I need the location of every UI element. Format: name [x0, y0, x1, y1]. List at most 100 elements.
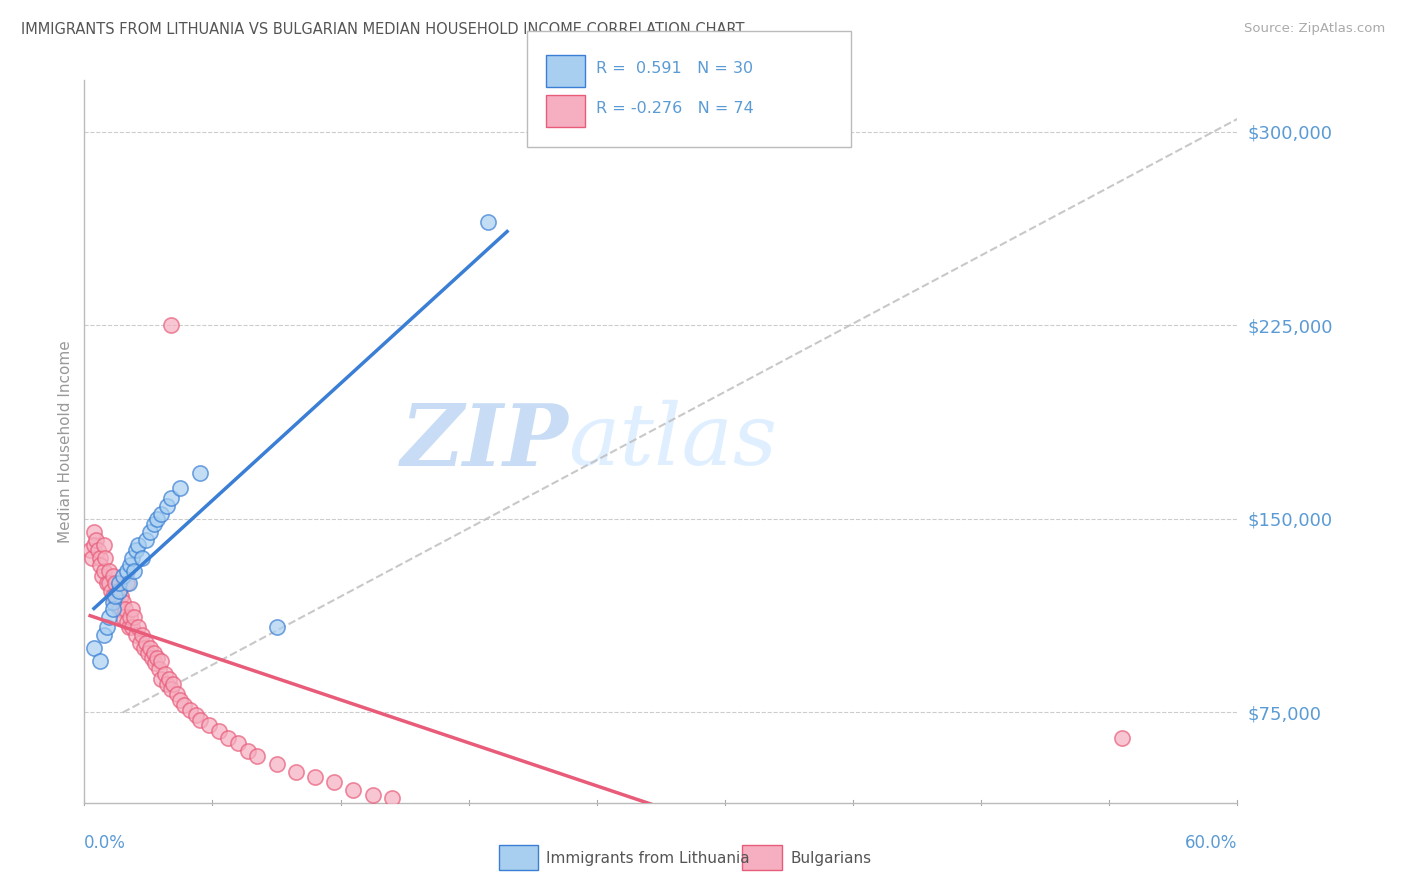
Point: [266, 757, 288, 772]
Point: [90, 568, 112, 582]
Point: [125, 542, 148, 557]
Point: [160, 318, 183, 333]
Text: 0.0%: 0.0%: [84, 834, 127, 852]
Point: [138, 640, 160, 655]
Point: [93, 564, 115, 578]
Point: [96, 576, 118, 591]
Point: [162, 677, 184, 691]
Point: [173, 698, 195, 712]
Point: [121, 602, 143, 616]
Text: Immigrants from Lithuania: Immigrants from Lithuania: [546, 851, 749, 865]
Point: [226, 736, 249, 750]
Point: [166, 687, 188, 701]
Point: [156, 499, 179, 513]
Point: [146, 651, 169, 665]
Point: [120, 558, 142, 573]
Point: [138, 524, 160, 539]
Point: [104, 576, 127, 591]
Point: [96, 620, 118, 634]
Point: [93, 538, 115, 552]
Point: [218, 731, 240, 746]
Point: [129, 636, 152, 650]
Point: [284, 764, 307, 779]
Point: [114, 602, 136, 616]
Point: [124, 564, 146, 578]
Point: [83, 538, 105, 552]
Point: [117, 576, 139, 591]
Point: [108, 584, 131, 599]
Point: [94, 550, 117, 565]
Point: [80, 550, 103, 565]
Text: ZIP: ZIP: [401, 400, 568, 483]
Point: [117, 620, 139, 634]
Point: [125, 628, 148, 642]
Point: [246, 749, 269, 764]
Point: [93, 628, 115, 642]
Point: [108, 602, 131, 616]
Point: [198, 718, 221, 732]
Point: [381, 790, 404, 805]
Point: [148, 662, 170, 676]
Point: [142, 646, 165, 660]
Point: [142, 517, 165, 532]
Text: 60.0%: 60.0%: [1185, 834, 1237, 852]
Point: [127, 538, 149, 552]
Point: [477, 215, 499, 229]
Point: [115, 576, 138, 591]
Point: [208, 723, 231, 738]
Text: Bulgarians: Bulgarians: [790, 851, 872, 865]
Point: [236, 744, 259, 758]
Point: [104, 590, 127, 604]
Point: [115, 615, 138, 630]
Point: [304, 770, 326, 784]
Point: [124, 610, 146, 624]
Point: [131, 628, 153, 642]
Text: atlas: atlas: [568, 401, 778, 483]
Point: [131, 550, 153, 565]
Point: [160, 682, 183, 697]
Point: [157, 672, 180, 686]
Point: [103, 602, 124, 616]
Point: [121, 550, 143, 565]
Point: [135, 636, 157, 650]
Point: [108, 584, 131, 599]
Point: [1111, 731, 1133, 746]
Point: [98, 576, 121, 591]
Point: [141, 651, 163, 665]
Point: [103, 568, 124, 582]
Point: [146, 512, 169, 526]
Text: IMMIGRANTS FROM LITHUANIA VS BULGARIAN MEDIAN HOUSEHOLD INCOME CORRELATION CHART: IMMIGRANTS FROM LITHUANIA VS BULGARIAN M…: [21, 22, 745, 37]
Point: [135, 533, 157, 547]
Point: [103, 594, 124, 608]
Point: [188, 713, 211, 727]
Text: R =  0.591   N = 30: R = 0.591 N = 30: [596, 62, 754, 76]
Point: [79, 542, 101, 557]
Point: [160, 491, 183, 506]
Point: [98, 564, 121, 578]
Point: [115, 564, 138, 578]
Point: [110, 590, 132, 604]
Point: [105, 594, 128, 608]
Point: [89, 654, 111, 668]
Point: [179, 703, 201, 717]
Point: [153, 666, 176, 681]
Y-axis label: Median Household Income: Median Household Income: [58, 340, 73, 543]
Point: [111, 610, 134, 624]
Point: [136, 646, 159, 660]
Point: [111, 568, 134, 582]
Point: [87, 542, 110, 557]
Point: [169, 692, 191, 706]
Point: [83, 524, 105, 539]
Point: [98, 610, 121, 624]
Point: [150, 672, 173, 686]
Point: [111, 594, 134, 608]
Point: [156, 677, 179, 691]
Point: [127, 620, 149, 634]
Text: Source: ZipAtlas.com: Source: ZipAtlas.com: [1244, 22, 1385, 36]
Point: [266, 620, 288, 634]
Point: [121, 620, 143, 634]
Point: [342, 783, 364, 797]
Point: [89, 558, 111, 573]
Point: [100, 584, 122, 599]
Point: [184, 708, 207, 723]
